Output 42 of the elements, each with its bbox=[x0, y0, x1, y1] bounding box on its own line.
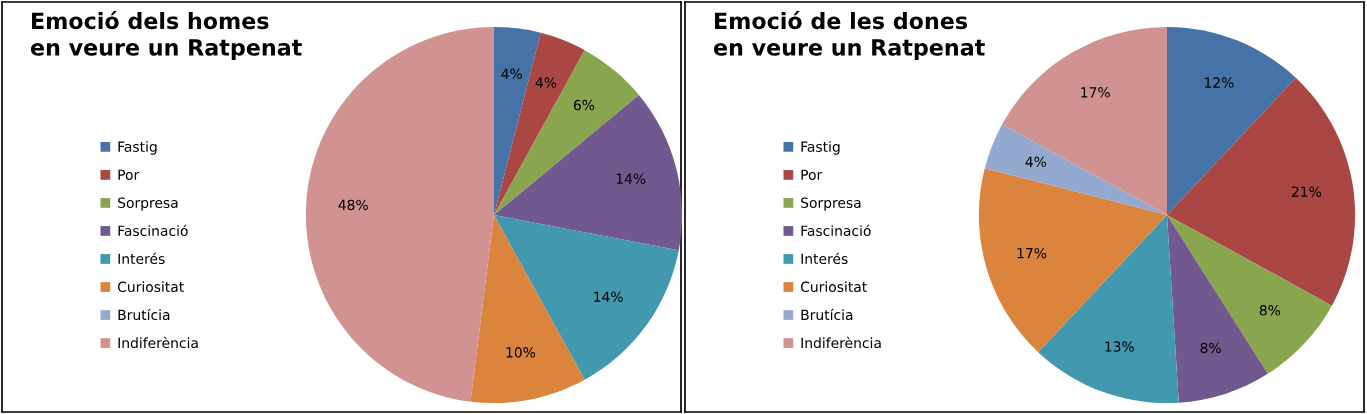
legend-label: Sorpresa bbox=[118, 197, 178, 211]
pie-slice bbox=[984, 124, 1167, 215]
chart-title: Emoció dels homes en veure un Ratpenat bbox=[30, 11, 302, 61]
legend-label: Fastig bbox=[801, 141, 840, 155]
legend-label: Curiositat bbox=[117, 281, 184, 293]
pie-slice bbox=[1167, 77, 1356, 306]
data-label: 4% bbox=[535, 77, 557, 88]
data-label: 6% bbox=[573, 99, 595, 111]
data-label: 14% bbox=[594, 291, 623, 302]
data-label: 17% bbox=[1081, 87, 1110, 98]
pie-slice bbox=[494, 95, 683, 251]
legend-label: Curiositat bbox=[800, 281, 867, 293]
legend-label: Fastig bbox=[118, 141, 157, 155]
data-label: 14% bbox=[616, 173, 646, 184]
legend-label: Interés bbox=[801, 252, 848, 265]
data-label: 4% bbox=[1025, 156, 1047, 168]
legend-label: Indiferència bbox=[801, 336, 881, 349]
legend-label: Fascinació bbox=[118, 224, 188, 237]
pie-slice bbox=[1167, 215, 1332, 374]
pie-slice bbox=[305, 26, 494, 402]
data-label: 4% bbox=[501, 68, 522, 80]
legend-label: Por bbox=[801, 169, 823, 180]
legend-label: Por bbox=[118, 169, 140, 180]
pie-slice bbox=[494, 215, 679, 380]
legend-label: Brutícia bbox=[118, 308, 170, 321]
legend-label: Brutícia bbox=[801, 308, 853, 321]
pie-slice bbox=[1002, 26, 1167, 215]
chart-title: Emoció de les dones en veure un Ratpenat bbox=[713, 11, 985, 61]
data-label: 13% bbox=[1105, 341, 1134, 352]
legend-label: Indiferència bbox=[118, 336, 198, 349]
data-label: 8% bbox=[1259, 305, 1281, 316]
legend-label: Sorpresa bbox=[801, 197, 861, 211]
pie-slice bbox=[978, 168, 1167, 353]
legend-label: Interés bbox=[118, 252, 165, 265]
data-label: 12% bbox=[1205, 77, 1234, 88]
data-label: 48% bbox=[338, 199, 368, 211]
data-label: 21% bbox=[1291, 186, 1322, 197]
data-label: 17% bbox=[1017, 247, 1047, 259]
pie-slice bbox=[470, 215, 585, 404]
legend-label: Fascinació bbox=[801, 224, 871, 237]
data-label: 8% bbox=[1200, 342, 1221, 354]
data-label: 10% bbox=[506, 347, 536, 358]
